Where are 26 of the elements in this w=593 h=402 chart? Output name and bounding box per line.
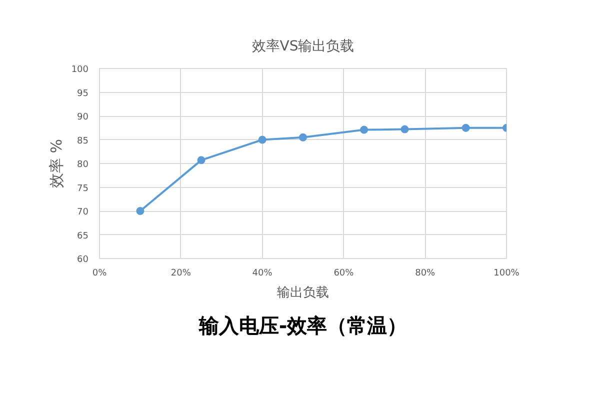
y-tick-label: 95 [77, 88, 88, 99]
x-tick-label: 20% [170, 268, 192, 278]
point [462, 124, 470, 132]
point [197, 156, 206, 164]
x-tick-label: 40% [252, 268, 273, 278]
x-tick-label: 60% [334, 268, 354, 278]
y-tick-label: 80 [77, 160, 89, 170]
y-tick-label: 60 [77, 255, 89, 265]
y-tick-label: 90 [77, 112, 89, 122]
y-tick-label: 75 [77, 184, 88, 194]
y-tick-label: 85 [77, 136, 88, 146]
point [360, 126, 368, 134]
text: 输入电压-效率（常温） [198, 314, 408, 338]
x-tick-label: 0% [92, 268, 108, 278]
x-tick-label: 100% [494, 268, 520, 278]
y-tick-label: 65 [77, 231, 88, 242]
x-tick-label: 80% [415, 268, 436, 278]
y-axis-title: 效率 % [47, 138, 66, 188]
y-tick-label: 70 [77, 208, 89, 218]
chart-title: 效率VS输出负载 [252, 38, 354, 54]
point [136, 207, 144, 215]
x-axis-title: 输出负载 [277, 286, 329, 300]
point [299, 133, 307, 142]
point [400, 125, 409, 134]
y-tick-label: 100 [71, 65, 89, 75]
point [258, 136, 266, 144]
